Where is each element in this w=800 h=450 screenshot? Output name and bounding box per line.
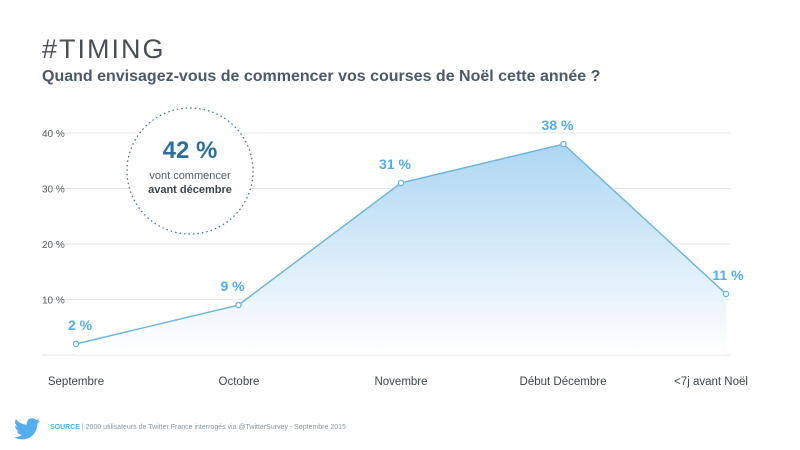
- data-points: [72, 140, 730, 348]
- x-tick-label: Novembre: [374, 376, 427, 388]
- y-tick-label: 20 %: [42, 240, 65, 251]
- data-label: 11 %: [712, 267, 744, 283]
- callout-line2: avant décembre: [148, 184, 232, 196]
- x-tick-label: Début Décembre: [520, 376, 607, 388]
- source-text: | 2000 utilisateurs de Twitter France in…: [79, 424, 346, 431]
- y-axis-ticks: 10 % 20 % 30 % 40 %: [42, 129, 65, 307]
- chart-svg: 10 % 20 % 30 % 40 % 2 % 9 % 31 % 38 % 11 % Sept…: [42, 107, 748, 388]
- y-tick-label: 10 %: [42, 296, 65, 307]
- data-point: [397, 179, 405, 187]
- x-tick-label: Septembre: [48, 376, 104, 388]
- twitter-bird-icon: [14, 418, 40, 440]
- data-point: [722, 290, 730, 298]
- data-label: 2 %: [68, 317, 93, 333]
- y-tick-label: 30 %: [42, 185, 65, 196]
- data-point: [72, 340, 80, 348]
- chart-subtitle: Quand envisagez-vous de commencer vos co…: [42, 68, 601, 85]
- page-title: #TIMING: [42, 34, 166, 64]
- x-tick-label: <7j avant Noël: [674, 376, 748, 388]
- source-footer: SOURCE | 2000 utilisateurs de Twitter Fr…: [50, 424, 346, 431]
- x-axis-ticks: Septembre Octobre Novembre Début Décembre <7…: [48, 376, 748, 388]
- callout-value: 42 %: [163, 137, 218, 164]
- x-tick-label: Octobre: [219, 376, 260, 388]
- callout-badge: 42 % vont commencer avant décembre: [126, 107, 254, 235]
- data-point: [560, 140, 567, 148]
- callout-line1: vont commencer: [149, 170, 231, 182]
- area-fill: [76, 144, 726, 355]
- data-label: 9 %: [220, 278, 245, 294]
- source-label: SOURCE: [50, 424, 80, 431]
- data-label: 31 %: [379, 156, 411, 172]
- data-labels: 2 % 9 % 31 % 38 % 11 %: [68, 117, 744, 333]
- callout-circle: [126, 107, 254, 235]
- data-label: 38 %: [542, 117, 574, 133]
- data-point: [235, 301, 242, 309]
- y-tick-label: 40 %: [42, 129, 65, 140]
